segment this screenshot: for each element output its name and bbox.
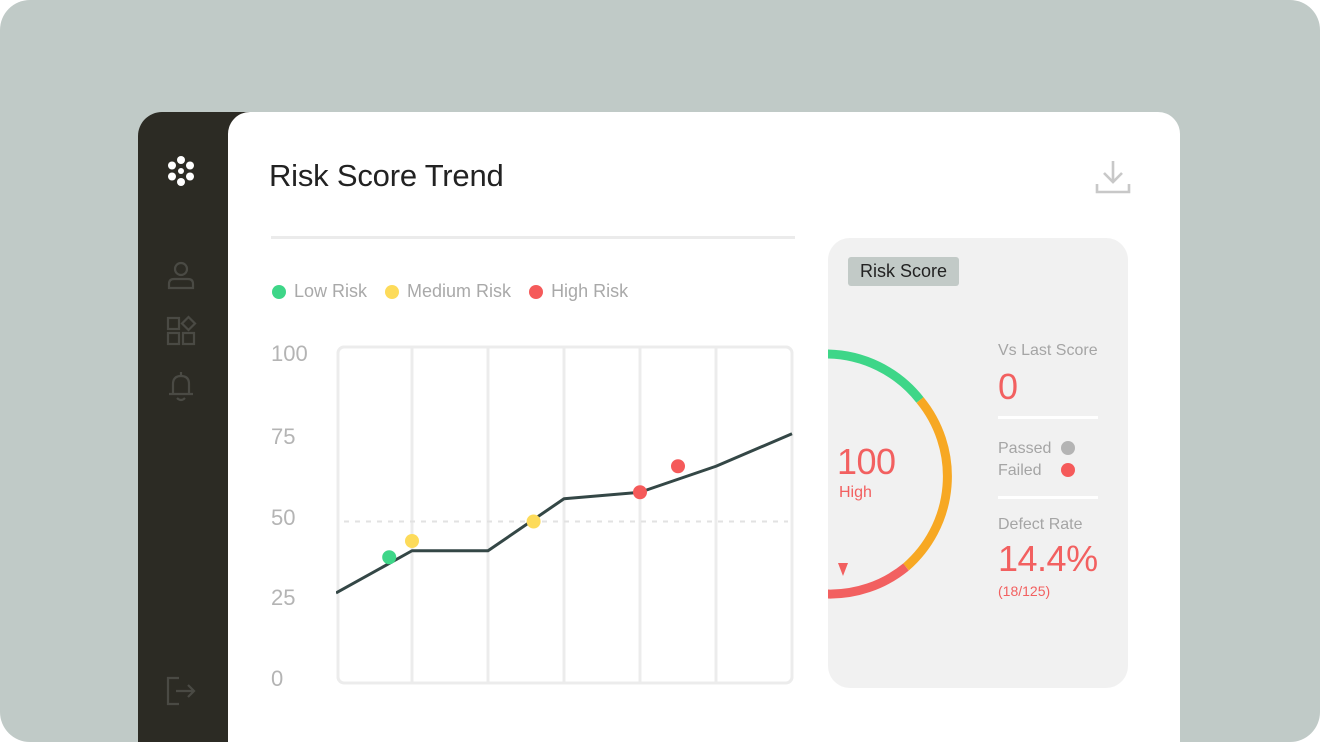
gauge-score-value: 100 <box>837 441 896 482</box>
passed-status-dot <box>1061 441 1075 455</box>
risk-score-badge: Risk Score <box>848 257 960 286</box>
legend-item-low-risk: Low Risk <box>272 281 367 302</box>
data-point-3 <box>526 514 541 529</box>
stat-divider-2 <box>998 496 1098 499</box>
y-tick-50: 50 <box>271 505 296 530</box>
vs-last-score-value: 0 <box>998 366 1018 407</box>
apps-icon[interactable] <box>164 314 198 348</box>
gauge-risk-level: High <box>839 484 872 501</box>
legend-dot-low <box>272 284 286 299</box>
data-point-5 <box>671 459 685 474</box>
y-tick-100: 100 <box>271 341 308 366</box>
defect-rate-detail: (18/125) <box>998 583 1051 599</box>
page-title: Risk Score Trend <box>269 158 504 193</box>
risk-trend-chart <box>336 345 794 685</box>
data-point-4 <box>633 485 647 500</box>
data-point-1 <box>382 550 397 565</box>
legend-label-medium: Medium Risk <box>407 281 512 301</box>
y-tick-25: 25 <box>271 585 296 610</box>
y-tick-0: 0 <box>271 666 284 691</box>
gauge-arc-medium <box>903 397 952 571</box>
title-divider <box>271 236 795 239</box>
y-tick-75: 75 <box>271 424 296 449</box>
legend-item-medium-risk: Medium Risk <box>385 281 511 302</box>
user-icon[interactable] <box>164 258 198 292</box>
data-point-2 <box>405 534 419 548</box>
risk-gauge <box>828 349 952 599</box>
risk-score-card: Risk Score 100 High Vs Last Score 0 Pass… <box>828 238 1128 688</box>
failed-label: Failed <box>998 462 1042 479</box>
download-icon[interactable] <box>1094 158 1132 196</box>
logout-icon[interactable] <box>164 674 198 708</box>
gauge-arc-high <box>828 563 909 599</box>
failed-status-dot <box>1061 463 1075 477</box>
gauge-arc-low <box>828 349 924 403</box>
defect-rate-value: 14.4% <box>998 538 1098 579</box>
vs-last-score-label: Vs Last Score <box>998 342 1098 359</box>
legend-label-high: High Risk <box>551 281 629 301</box>
legend-label-low: Low Risk <box>294 281 368 301</box>
legend-dot-high <box>529 284 544 299</box>
logo-dots-icon[interactable] <box>164 154 198 188</box>
main-panel: Risk Score Trend Low Risk Medium Risk Hi… <box>228 112 1180 742</box>
defect-rate-label: Defect Rate <box>998 516 1083 533</box>
chart-legend: Low Risk Medium Risk High Risk <box>272 281 628 302</box>
stat-divider-1 <box>998 416 1098 419</box>
legend-dot-medium <box>385 284 400 299</box>
series-line <box>336 432 793 595</box>
passed-label: Passed <box>998 440 1052 457</box>
gauge-marker-icon <box>838 563 848 576</box>
legend-item-high-risk: High Risk <box>529 281 628 302</box>
bell-icon[interactable] <box>164 369 198 403</box>
